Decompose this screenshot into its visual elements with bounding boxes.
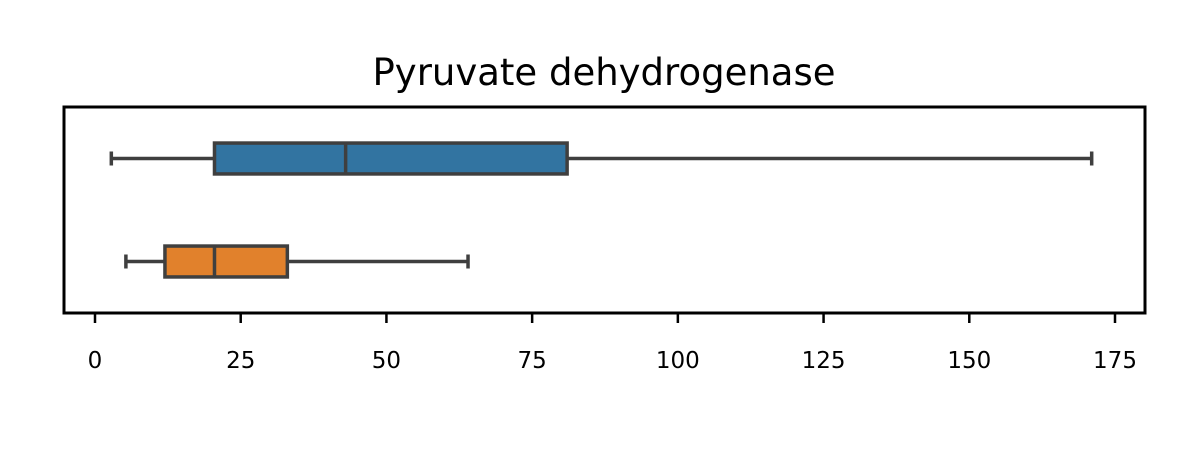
x-tick-label: 125: [802, 348, 846, 374]
chart-title: Pyruvate dehydrogenase: [372, 51, 835, 94]
x-axis: 0 25 50 75 100 125 150 175: [88, 313, 1137, 374]
boxes-layer: [109, 141, 1094, 279]
plot-frame: [62, 105, 1147, 315]
x-tick-label: 50: [372, 348, 401, 374]
iqr-box: [163, 244, 290, 279]
box-group-2: [124, 244, 470, 279]
iqr-box: [212, 141, 569, 176]
x-tick-label: 0: [88, 348, 103, 374]
x-tick-label: 75: [518, 348, 547, 374]
box-group-1: [109, 141, 1094, 176]
x-tick-label: 150: [947, 348, 991, 374]
x-tick-label: 175: [1093, 348, 1137, 374]
x-tick-label: 25: [226, 348, 255, 374]
x-tick-label: 100: [656, 348, 700, 374]
